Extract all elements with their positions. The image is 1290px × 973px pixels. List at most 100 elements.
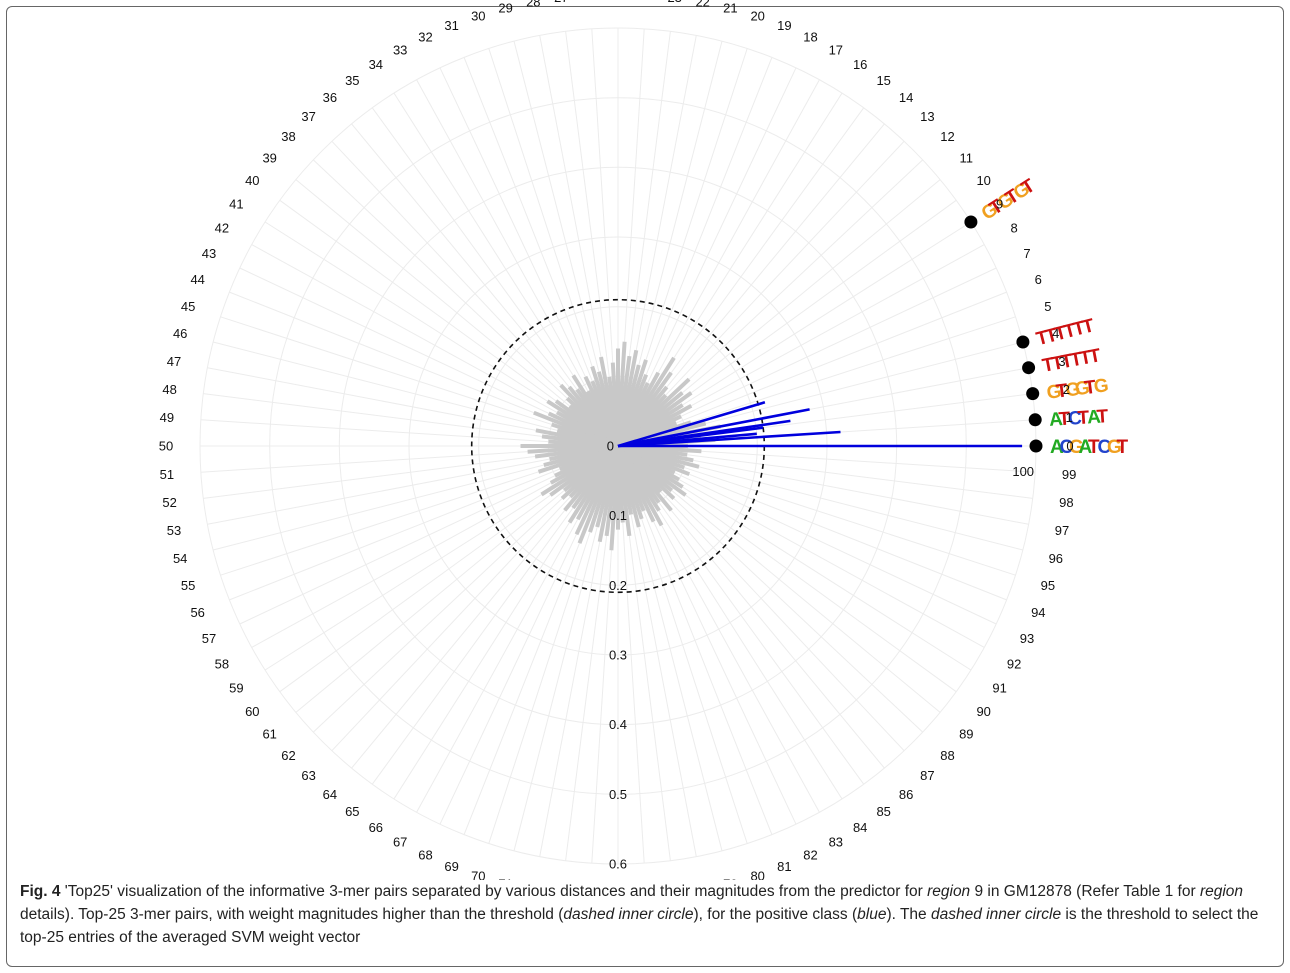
angle-tick-label: 29 — [498, 1, 512, 16]
angle-tick-label: 53 — [167, 523, 181, 538]
angle-tick-label: 28 — [526, 0, 540, 10]
marker-dot — [1029, 439, 1043, 453]
marker-dot — [964, 215, 978, 229]
angle-tick-label: 0 — [1066, 439, 1073, 454]
motif-letter: G — [1069, 437, 1084, 458]
angle-tick-label: 93 — [1020, 631, 1034, 646]
motif-letter: T — [1050, 352, 1066, 375]
motif-letter: C — [1067, 408, 1082, 430]
angle-tick-label: 33 — [393, 42, 407, 57]
motif-letter: T — [1071, 317, 1088, 340]
motif-letter: G — [1074, 378, 1091, 401]
angle-tick-label: 47 — [167, 354, 181, 369]
angle-tick-label: 42 — [215, 221, 229, 236]
angle-tick-label: 99 — [1062, 467, 1076, 482]
angle-tick-label: 63 — [301, 768, 315, 783]
motif-letter: T — [1087, 345, 1103, 368]
motif-letter: C — [1098, 437, 1112, 458]
motif-letter: T — [1077, 407, 1090, 429]
angle-tick-label: 34 — [369, 57, 383, 72]
figure-frame — [6, 6, 1284, 967]
caption-fragment: dashed inner circle — [563, 906, 694, 923]
angle-tick-label: 98 — [1059, 495, 1073, 510]
motif-letter: T — [1083, 377, 1098, 399]
angle-tick-label: 100 — [1012, 464, 1034, 479]
radial-tick-label: 0.3 — [609, 648, 627, 663]
angle-tick-label: 27 — [554, 0, 568, 5]
caption-fragment: ). The — [886, 906, 931, 923]
angle-tick-label: 45 — [181, 299, 195, 314]
motif-letter: A — [1079, 437, 1093, 458]
caption-fragment: is the threshold to select the top-25 en… — [20, 906, 1259, 946]
motif-letter: T — [1041, 354, 1057, 377]
motif-letter: T — [1043, 325, 1060, 348]
angle-tick-label: 58 — [215, 656, 229, 671]
angle-tick-label: 31 — [444, 18, 458, 33]
angle-tick-label: 59 — [229, 681, 243, 696]
angle-tick-label: 8 — [1010, 221, 1017, 236]
marker-dot — [1028, 413, 1042, 427]
angle-tick-label: 24 — [639, 0, 653, 2]
series-line — [617, 408, 810, 448]
caption-body: 'Top25' visualization of the informative… — [20, 883, 1258, 946]
angle-tick-label: 38 — [281, 129, 295, 144]
angle-tick-label: 89 — [959, 727, 973, 742]
angle-tick-label: 7 — [1023, 246, 1030, 261]
motif-letter: T — [1058, 409, 1071, 431]
motif-letter: G — [1064, 379, 1081, 402]
motif-letter: T — [1080, 315, 1097, 338]
radial-tick-label: 0.1 — [609, 508, 627, 523]
angle-tick-label: 22 — [695, 0, 709, 10]
angle-tick-label: 17 — [829, 42, 843, 57]
angle-tick-label: 30 — [471, 9, 485, 24]
angle-tick-label: 9 — [996, 196, 1003, 211]
angle-tick-label: 51 — [160, 467, 174, 482]
motif-letter: G — [1045, 381, 1062, 404]
angle-tick-label: 1 — [1065, 410, 1072, 425]
caption-fragment: ), for the positive class ( — [693, 906, 858, 923]
angle-tick-label: 39 — [262, 150, 276, 165]
angle-tick-label: 70 — [471, 868, 485, 880]
angle-tick-label: 61 — [262, 727, 276, 742]
angle-tick-label: 64 — [323, 787, 337, 802]
motif-letter: C — [1060, 437, 1074, 458]
angle-tick-label: 50 — [159, 439, 173, 454]
angle-tick-label: 13 — [920, 109, 934, 124]
motif-letter: T — [1088, 437, 1100, 458]
angle-tick-label: 96 — [1049, 551, 1063, 566]
angle-tick-label: 11 — [960, 150, 974, 165]
background-bars — [520, 341, 721, 551]
angle-tick-label: 94 — [1031, 605, 1045, 620]
caption-fragment: 9 in GM12878 (Refer Table 1 for — [970, 883, 1200, 900]
motif-letter: T — [1096, 406, 1109, 428]
figure-label: Fig. 4 — [20, 883, 61, 900]
angle-tick-label: 43 — [202, 246, 216, 261]
caption-fragment: region — [1199, 883, 1244, 900]
angle-tick-label: 19 — [777, 18, 791, 33]
angle-tick-label: 88 — [940, 748, 954, 763]
radial-tick-label: 0.5 — [609, 787, 627, 802]
angle-tick-label: 6 — [1035, 272, 1042, 287]
angle-tick-label: 15 — [876, 73, 890, 88]
angle-tick-label: 4 — [1052, 326, 1059, 341]
radial-tick-label: 0 — [607, 439, 614, 454]
angle-tick-label: 69 — [444, 859, 458, 874]
angle-tick-label: 71 — [498, 876, 512, 880]
angle-tick-label: 48 — [162, 382, 176, 397]
angle-tick-label: 83 — [829, 835, 843, 850]
angle-tick-label: 35 — [345, 73, 359, 88]
angle-tick-label: 82 — [803, 848, 817, 863]
angle-tick-label: 87 — [920, 768, 934, 783]
angle-tick-label: 80 — [750, 868, 764, 880]
motif-letter: T — [1062, 320, 1079, 343]
angle-tick-label: 18 — [803, 30, 817, 45]
angle-tick-label: 23 — [667, 0, 681, 5]
angle-tick-label: 85 — [876, 804, 890, 819]
